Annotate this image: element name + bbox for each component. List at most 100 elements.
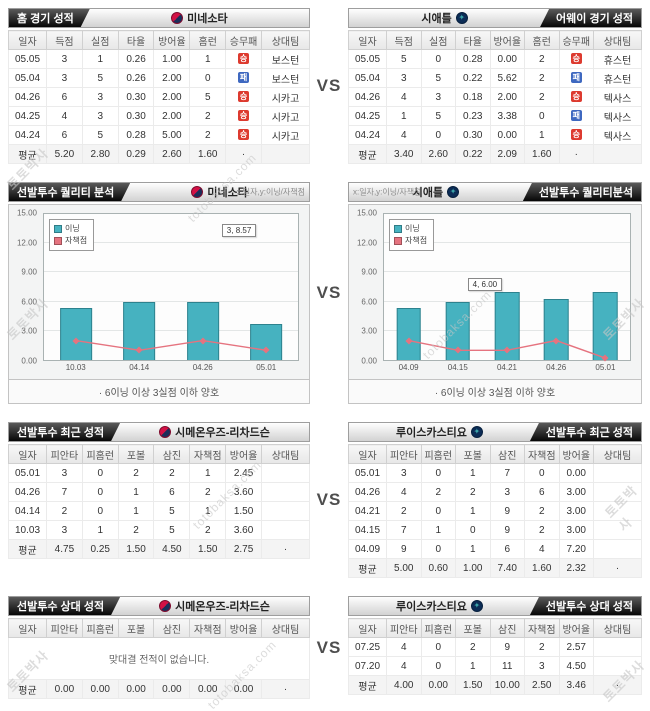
cell: 0 [420,49,456,69]
cell: 2 [524,520,560,540]
legend-swatch [54,225,62,233]
cell: 0 [189,68,227,88]
avg-cell: 평균 [8,144,47,164]
column-header: 포볼 [117,618,155,638]
cell: 04.14 [8,501,47,521]
column-header: 승무패 [225,30,262,50]
cell: 2.00 [153,68,191,88]
cell: 시카고 [261,125,310,145]
gridline [384,242,630,244]
avg-cell: 0.00 [420,675,456,695]
cell: 1 [189,49,227,69]
cell [593,501,642,521]
cell: 0 [81,482,119,502]
legend-label: 자책점 [405,236,428,245]
y-tick-label: 6.00 [21,297,37,307]
stats-table: 일자 피안타 피홈런 포볼 삼진 자책점 방어율 상대팀 07.25 4 0 2 9 2 2.57 07.20… [348,618,642,695]
cell: 04.26 [348,87,387,107]
cell: 7 [489,463,525,483]
quality-panel-right: x:일자,y:이닝/자책점 시애틀 선발투수 퀄리티분석 0.00 3.00 6.0… [348,182,642,404]
cell: 0 [420,125,456,145]
column-header: 피홈런 [81,444,119,464]
vs-label: VS [316,637,342,657]
seattle-logo-icon [455,12,468,24]
result-cell: 승 [225,49,262,69]
x-tick-label: 04.26 [192,363,213,372]
column-header: 자책점 [524,444,560,464]
column-header: 승무패 [558,30,594,50]
avg-cell: 평균 [8,679,47,699]
gridline [44,271,298,273]
cell: 04.25 [348,106,387,126]
cell: 0.30 [117,87,155,107]
column-header: 일자 [348,618,387,638]
column-header: 타율 [117,30,155,50]
cell: 3 [489,482,525,502]
x-tick-label: 04.21 [496,363,518,372]
cell: 9 [489,501,525,521]
avg-cell: 2.80 [81,144,119,164]
header-row: 일자 득점 실점 타율 방어율 홈런 승무패 상대팀 [348,30,642,50]
plot-area: 10.03 04.14 04.26 05.01 이닝 자책점 3, 8.57 [43,213,299,372]
cell: 3 [386,463,422,483]
team-name: 시애틀 [412,187,444,199]
cell: 0.30 [455,125,491,145]
chart-footnote: · 6이닝 이상 3실점 이하 양호 [8,380,310,404]
cell: 1 [455,501,491,521]
cell: 텍사스 [593,87,642,107]
avg-cell: 4.00 [386,675,422,695]
cell: 1 [386,106,422,126]
column-header: 삼진 [153,444,191,464]
table-row: 04.24 6 5 0.28 5.00 2 승 시카고 [8,125,310,145]
panel-header: 선발투수 퀄리티 분석 미네소타 x:일자,y:이닝/자책점 [8,182,310,202]
panel-title: 선발투수 퀄리티 분석 [9,183,130,201]
cell: 6 [46,87,83,107]
average-row: 평균 0.00 0.00 0.00 0.00 0.00 0.00 · [8,679,310,699]
x-tick-label: 04.14 [129,363,150,372]
avg-cell: 0.00 [117,679,155,699]
legend-entry: 이닝 [54,223,87,235]
minnesota-logo-icon [159,600,172,612]
away-record-table: 일자 득점 실점 타율 방어율 홈런 승무패 상대팀 05.05 5 0 0.28 0.00 2 승 휴스턴 0… [348,30,642,164]
cell: 5.62 [489,68,525,88]
cell: 2.00 [489,87,525,107]
cell: 0 [81,501,119,521]
loss-badge: 패 [238,72,250,84]
cell: 04.09 [348,539,387,559]
cell: 3.00 [558,482,594,502]
gridline [44,329,298,331]
cell: 4 [524,539,560,559]
header-row: 일자 피안타 피홈런 포볼 삼진 자책점 방어율 상대팀 [348,444,642,464]
column-header: 상대팀 [593,444,642,464]
column-header: 방어율 [225,444,262,464]
cell: 0.26 [117,68,155,88]
cell: 04.24 [8,125,47,145]
cell: 1.50 [225,501,262,521]
avg-cell: 7.40 [489,558,525,578]
panel-title: 선발투수 상대 성적 [529,597,641,615]
avg-cell [593,144,642,164]
cell: 0.30 [117,106,155,126]
column-header: 홈런 [189,30,227,50]
cell: 5 [420,68,456,88]
cell: 3 [81,106,119,126]
cell: 4 [386,656,422,676]
cell: 05.04 [8,68,47,88]
away-record-panel: 시애틀 어웨이 경기 성적 일자득점실점타율방어율홈런승무패상대팀05.0550… [348,8,642,164]
cell: 5.00 [153,125,191,145]
line-series-자책점 [44,214,298,360]
pitcher-name: 루이스카스티요 [396,427,467,439]
cell: 4 [386,482,422,502]
cell: 보스턴 [261,49,310,69]
cell: 3.38 [489,106,525,126]
column-header: 자책점 [189,618,227,638]
cell: 텍사스 [593,106,642,126]
table-row: 04.09 9 0 1 6 4 7.20 [348,539,642,559]
avg-cell: 1.50 [117,539,155,559]
cell: 05.05 [8,49,47,69]
avg-cell: 0.25 [81,539,119,559]
avg-cell: 4.75 [46,539,83,559]
panel-header: 시애틀 어웨이 경기 성적 [348,8,642,28]
cell: 2 [189,106,227,126]
chart-legend: 이닝 자책점 [389,219,435,251]
